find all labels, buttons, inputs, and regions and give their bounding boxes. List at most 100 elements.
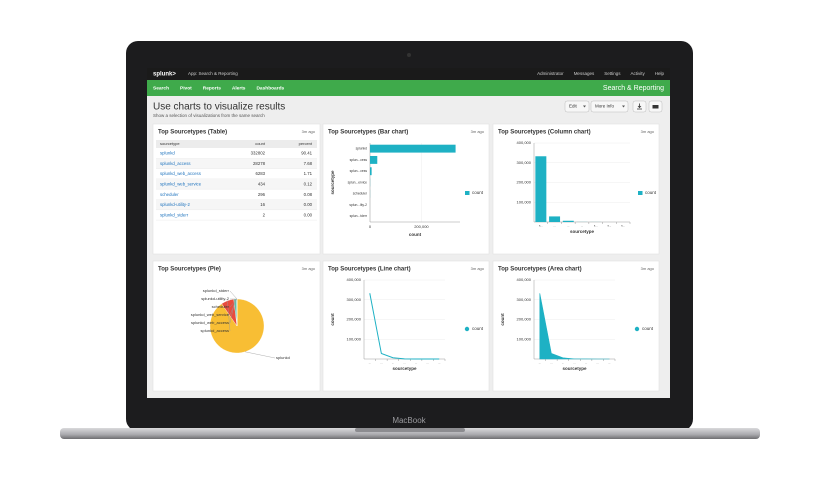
panel-time: 3m ago (641, 266, 655, 271)
panel-time: 3m ago (471, 266, 485, 271)
x-tick-label: ... (608, 361, 611, 365)
top-menu[interactable]: Help (655, 71, 665, 76)
page-title: Use charts to visualize results (153, 102, 285, 113)
x-tick-label: 0 (369, 224, 372, 229)
print-icon (652, 105, 659, 109)
leader-line (229, 298, 238, 308)
x-tick-label: ... (426, 361, 429, 365)
panel (492, 123, 660, 255)
nav-item[interactable]: Pivot (180, 85, 192, 91)
table-cell: 332802 (251, 151, 266, 156)
y-tick-label: 100,000 (347, 336, 362, 341)
legend-swatch (638, 191, 643, 195)
legend-label: count (645, 190, 657, 195)
table-header-cell: percent (299, 141, 313, 146)
x-tick-label: ... (392, 361, 395, 365)
top-bar (147, 68, 670, 80)
y-tick-label: splun...lity-2 (349, 203, 367, 207)
panel-title: Top Sourcetypes (Pie) (158, 267, 221, 273)
y-tick-label: 100,000 (517, 199, 532, 204)
leader-line (244, 351, 276, 359)
x-tick-label: ... (438, 361, 441, 365)
x-tick-label: ... (562, 361, 565, 365)
edit-button-label[interactable]: Edit (569, 104, 578, 109)
y-tick-label: splun...cess (350, 169, 368, 173)
top-menu[interactable]: Settings (604, 71, 621, 76)
app-title: Search & Reporting (603, 85, 664, 92)
y-axis-title: count (500, 313, 505, 326)
laptop-base (60, 428, 760, 439)
legend-swatch (465, 191, 470, 195)
bar (370, 167, 372, 176)
pie-label: splunkd_stderr (203, 288, 230, 293)
top-menu[interactable]: Activity (630, 71, 645, 76)
nav-item[interactable]: Alerts (232, 85, 246, 91)
legend-label: count (642, 326, 654, 331)
more-info-label[interactable]: More Info (595, 104, 615, 109)
top-menu[interactable]: Messages (574, 71, 595, 76)
bar (370, 155, 378, 164)
y-tick-label: splun...tderr (350, 214, 368, 218)
legend-label: count (472, 190, 484, 195)
pie-label: splunkd_web_service (191, 312, 230, 317)
more-info-button[interactable] (590, 100, 629, 113)
x-axis-title: sourcetype (562, 366, 587, 371)
device-label: MacBook (392, 416, 426, 425)
x-tick-label: ... (553, 224, 556, 228)
x-tick-label: ... (567, 224, 570, 228)
export-icon (637, 103, 642, 110)
table-cell: splunkd_web_access (160, 171, 201, 176)
panel (322, 123, 490, 255)
x-tick-label: 200,000 (414, 224, 429, 229)
panel-title: Top Sourcetypes (Line chart) (328, 267, 411, 273)
x-axis-title: sourcetype (392, 366, 417, 371)
nav-item[interactable]: Search (153, 85, 169, 91)
legend-swatch (634, 326, 640, 332)
table-cell: scheduler (160, 192, 179, 197)
x-tick-label: ... (596, 361, 599, 365)
table-cell: splunkd_access (160, 161, 191, 166)
table-header (156, 140, 317, 148)
x-tick-label: ... (585, 361, 588, 365)
table-cell: splunkd_stderr (160, 212, 189, 217)
app-menu[interactable]: App: Search & Reporting (188, 71, 238, 76)
table-cell: splunkd_web_service (160, 182, 202, 187)
x-axis-title: count (409, 232, 422, 237)
nav-item[interactable]: Reports (203, 85, 221, 91)
logo[interactable]: splunk> (153, 72, 176, 78)
y-axis-title: sourcetype (330, 170, 335, 195)
x-tick-label: s... (608, 224, 612, 228)
top-menu[interactable]: Administrator (537, 71, 564, 76)
table-cell: 7.68 (304, 161, 313, 166)
nav-item[interactable]: Dashboards (256, 85, 284, 91)
bar (370, 144, 456, 153)
y-tick-label: 200,000 (517, 180, 532, 185)
table-cell: 2 (263, 212, 266, 217)
y-tick-label: scheduler (353, 192, 368, 196)
column (535, 156, 547, 222)
table-header-cell: sourcetype (160, 141, 180, 146)
panel-title: Top Sourcetypes (Column chart) (498, 130, 591, 136)
leader-line (229, 299, 236, 324)
leader-line (229, 290, 238, 300)
line (369, 293, 440, 360)
table-cell: 296 (258, 192, 266, 197)
x-tick-label: ... (369, 361, 372, 365)
x-tick-label: ... (573, 361, 576, 365)
edit-button[interactable] (564, 100, 590, 113)
table-cell: splunkd-utility-2 (160, 202, 190, 207)
table-row-bg (156, 158, 317, 169)
panel-title: Top Sourcetypes (Area chart) (498, 267, 582, 273)
pie-label: splunkd_web_access (191, 320, 229, 325)
table-cell: 90.41 (301, 151, 312, 156)
panel-title: Top Sourcetypes (Bar chart) (328, 130, 408, 136)
y-tick-label: splun...ervice (348, 180, 368, 184)
y-tick-label: 200,000 (517, 317, 532, 322)
panel-time: 3m ago (302, 129, 316, 134)
x-axis-title: sourcetype (570, 229, 595, 234)
x-tick-label: ... (403, 361, 406, 365)
y-tick-label: 200,000 (347, 317, 362, 322)
leader-line (229, 298, 237, 316)
area (539, 293, 610, 360)
